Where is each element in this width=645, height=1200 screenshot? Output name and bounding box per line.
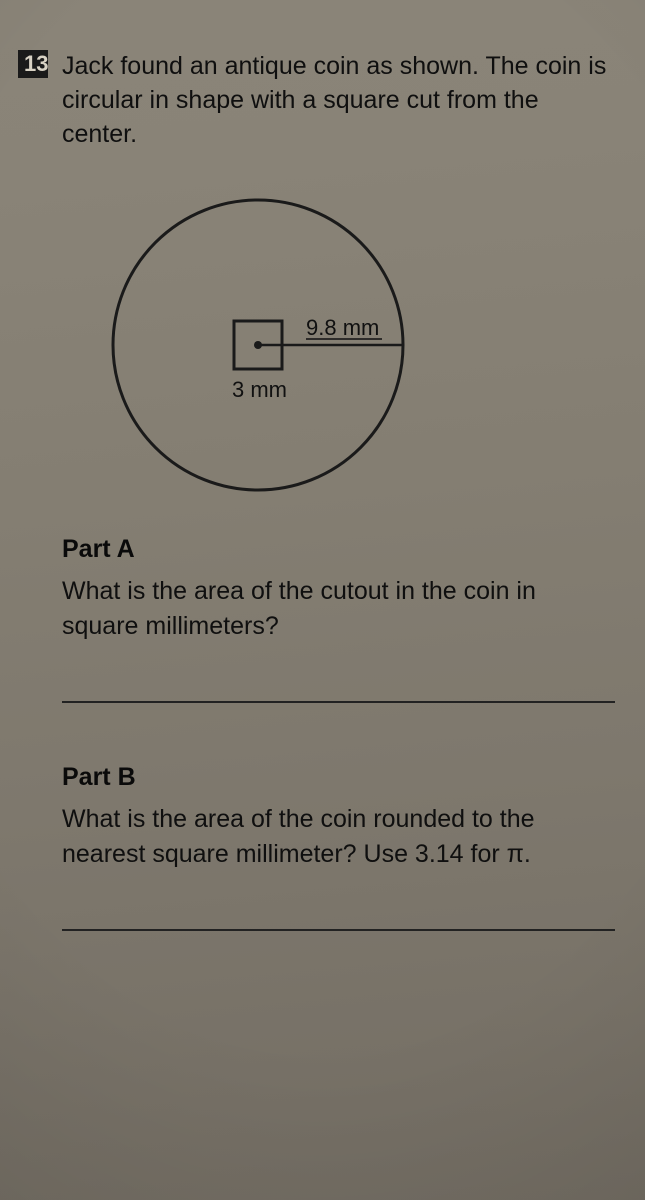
worksheet-page: 13 Jack found an antique coin as shown. … bbox=[0, 0, 645, 961]
part-b-text: What is the area of the coin rounded to … bbox=[62, 802, 615, 871]
diagram-container: 9.8 mm 3 mm bbox=[88, 185, 615, 505]
question-prompt: Jack found an antique coin as shown. The… bbox=[62, 50, 615, 151]
radius-label: 9.8 mm bbox=[306, 315, 379, 340]
part-b-answer-line bbox=[62, 929, 615, 931]
part-a-label: Part A bbox=[62, 535, 615, 564]
part-b-label: Part B bbox=[62, 763, 615, 792]
question-number-badge: 13 bbox=[18, 50, 48, 78]
coin-diagram: 9.8 mm 3 mm bbox=[88, 185, 448, 505]
square-side-label: 3 mm bbox=[232, 377, 287, 402]
part-a-text: What is the area of the cutout in the co… bbox=[62, 574, 615, 643]
question-header: 13 Jack found an antique coin as shown. … bbox=[18, 50, 615, 151]
